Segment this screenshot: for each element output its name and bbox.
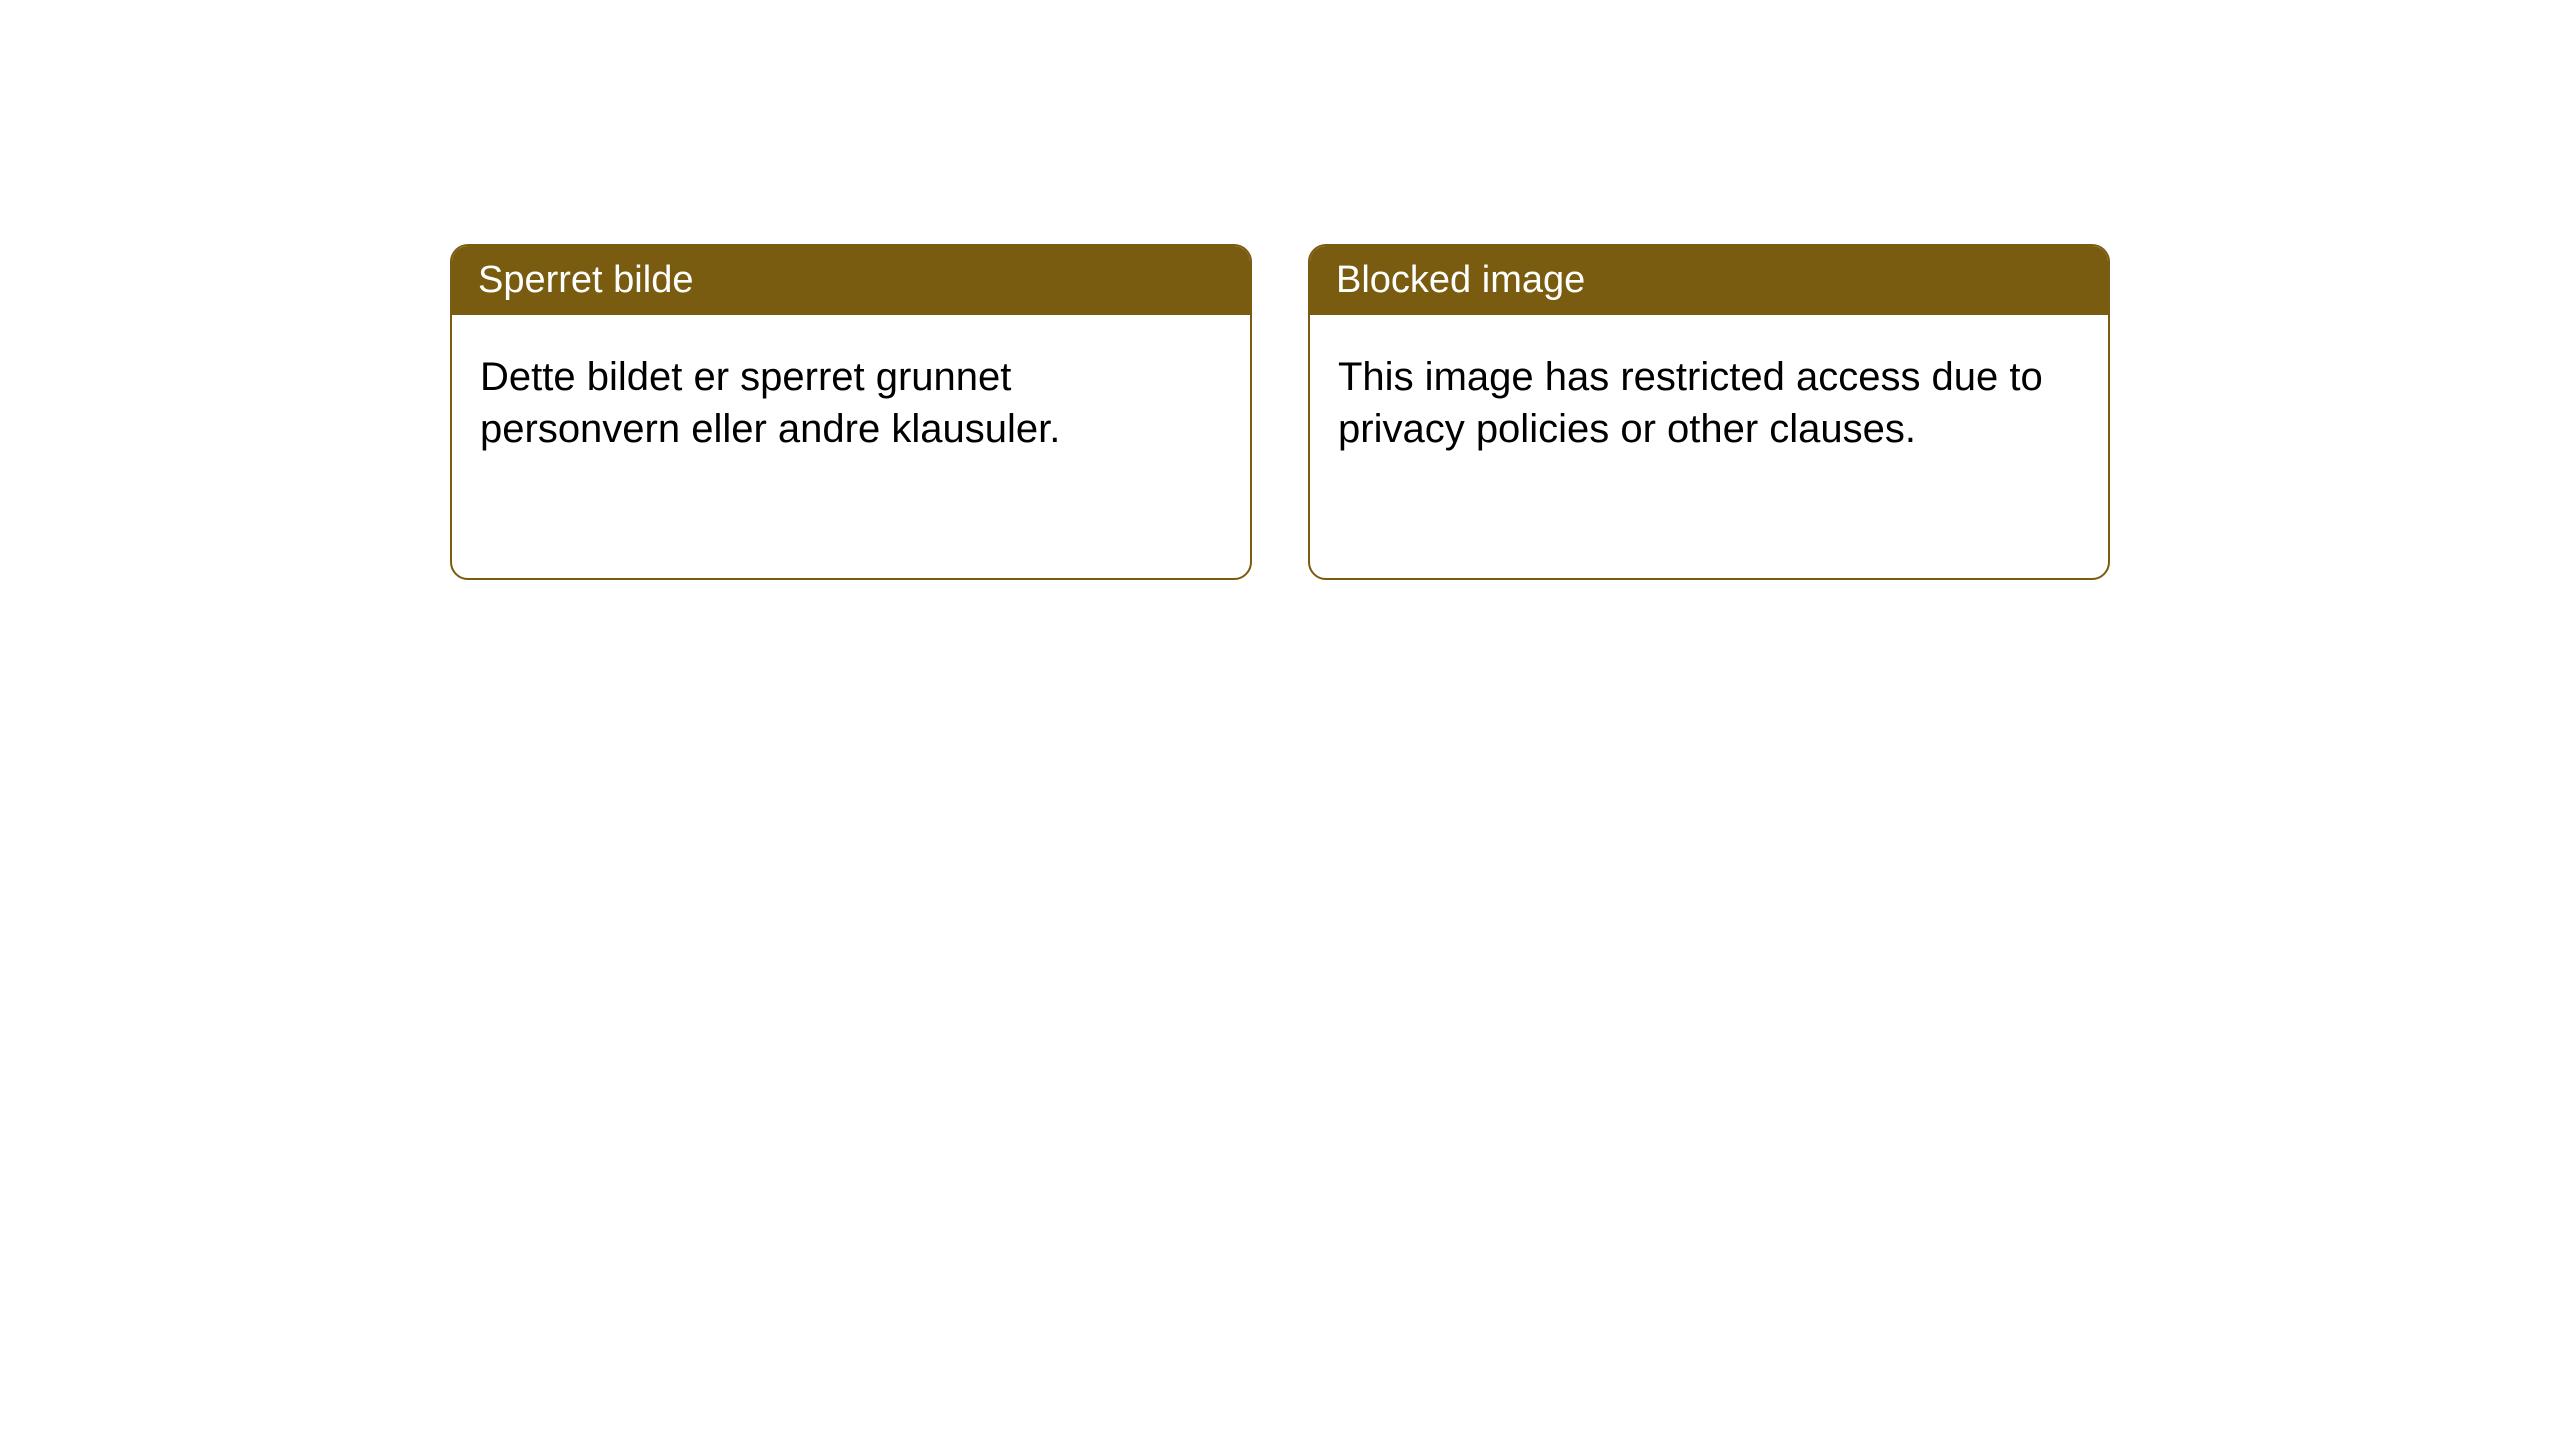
notice-container: Sperret bilde Dette bildet er sperret gr… <box>0 0 2560 580</box>
blocked-image-card-norwegian: Sperret bilde Dette bildet er sperret gr… <box>450 244 1252 580</box>
card-body-text: This image has restricted access due to … <box>1310 315 2108 491</box>
card-title: Blocked image <box>1310 246 2108 315</box>
card-body-text: Dette bildet er sperret grunnet personve… <box>452 315 1250 491</box>
blocked-image-card-english: Blocked image This image has restricted … <box>1308 244 2110 580</box>
card-title: Sperret bilde <box>452 246 1250 315</box>
